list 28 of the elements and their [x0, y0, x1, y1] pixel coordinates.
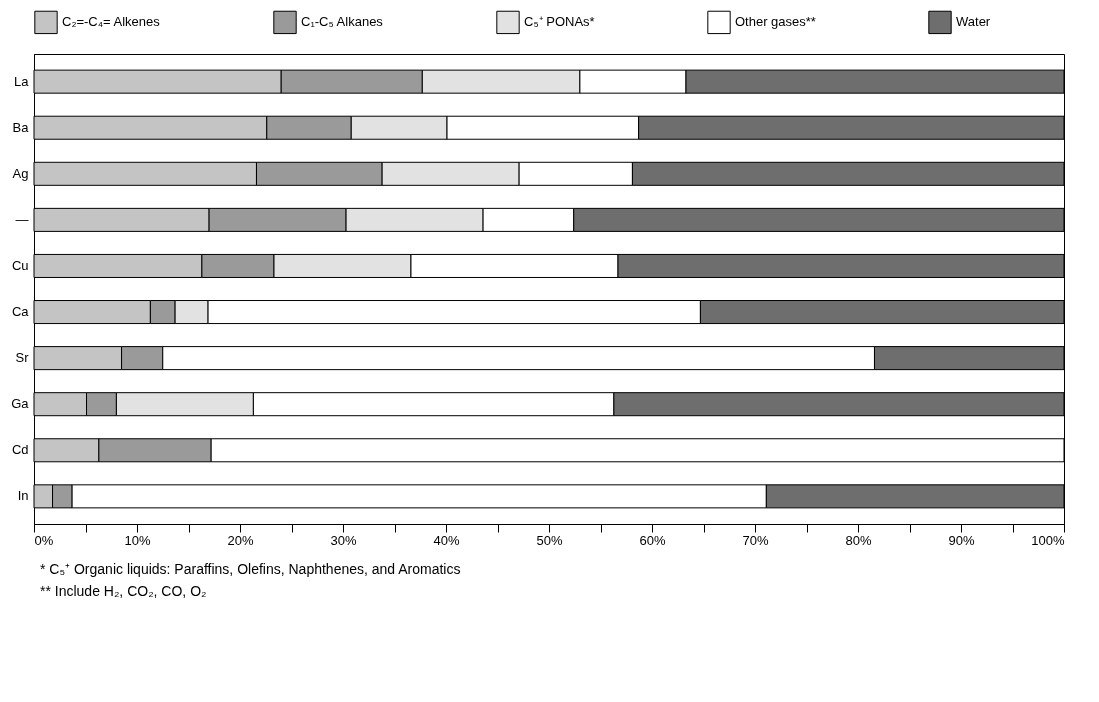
- y-tick-label: Ba: [12, 119, 30, 135]
- x-tick-label: 10%: [124, 532, 151, 548]
- x-tick-label: 50%: [536, 532, 563, 548]
- y-tick-label: —: [15, 211, 29, 227]
- x-tick-label: 0%: [34, 532, 54, 548]
- x-tick-label: 60%: [639, 532, 666, 548]
- legend-label: C₂=-C₄= Alkenes: [62, 14, 161, 30]
- legend-label: Water: [956, 14, 991, 30]
- x-tick-label: 90%: [948, 532, 975, 548]
- y-tick-label: Sr: [15, 350, 30, 366]
- y-tick-label: Ga: [11, 396, 30, 412]
- x-tick-label: 100%: [1031, 532, 1065, 548]
- text: ** Include H₂, CO₂, CO, O₂: [40, 582, 208, 601]
- legend-label: Other gases**: [735, 14, 816, 30]
- x-tick-label: 20%: [227, 532, 254, 548]
- text: * C₅⁺ Organic liquids: Paraffins, Olefins, Naphthenes, and Aromatics: [40, 560, 462, 579]
- x-tick-label: 30%: [330, 532, 357, 548]
- legend-label: C₅⁺ PONAs*: [524, 14, 595, 30]
- y-tick-label: Ca: [11, 304, 30, 320]
- y-tick-label: Ag: [12, 165, 29, 181]
- y-tick-label: Cd: [11, 442, 29, 458]
- y-tick-label: Cu: [11, 257, 29, 273]
- x-tick-label: 70%: [742, 532, 769, 548]
- y-tick-label: La: [14, 73, 30, 89]
- x-tick-label: 40%: [433, 532, 460, 548]
- legend-label: C₁-C₅ Alkanes: [301, 14, 384, 30]
- x-tick-label: 80%: [845, 532, 872, 548]
- y-tick-label: In: [17, 488, 29, 504]
